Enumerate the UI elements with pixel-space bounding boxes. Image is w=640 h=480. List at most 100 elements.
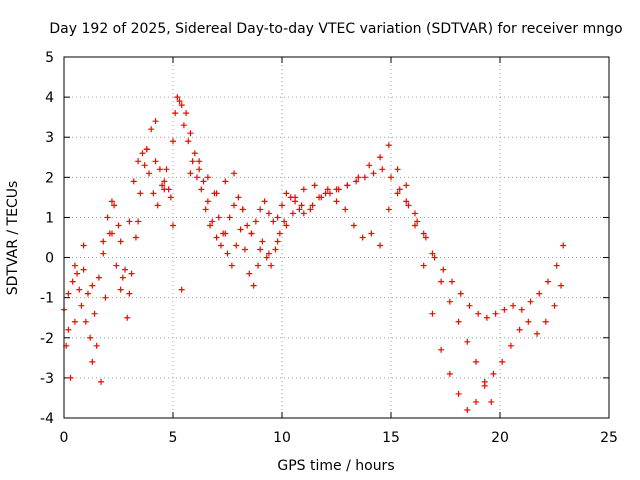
data-point bbox=[104, 214, 111, 221]
data-point bbox=[213, 234, 220, 241]
data-point bbox=[106, 230, 113, 237]
data-point bbox=[276, 230, 283, 237]
data-point bbox=[411, 222, 418, 229]
data-point bbox=[252, 218, 259, 225]
data-point bbox=[193, 174, 200, 181]
data-point bbox=[553, 262, 560, 269]
data-point bbox=[558, 282, 565, 289]
data-point bbox=[394, 190, 401, 197]
data-point bbox=[189, 158, 196, 165]
data-point bbox=[281, 218, 288, 225]
data-point bbox=[501, 306, 508, 313]
data-point bbox=[355, 174, 362, 181]
data-point bbox=[481, 378, 488, 385]
data-point bbox=[143, 146, 150, 153]
data-point bbox=[191, 150, 198, 157]
data-point bbox=[237, 226, 244, 233]
data-point bbox=[74, 270, 81, 277]
data-point bbox=[215, 214, 222, 221]
x-tick-label: 25 bbox=[600, 430, 618, 446]
data-point bbox=[274, 214, 281, 221]
series-trace-b bbox=[63, 98, 565, 413]
data-point bbox=[394, 166, 401, 173]
data-point bbox=[420, 230, 427, 237]
data-point bbox=[388, 174, 394, 181]
data-point bbox=[534, 330, 541, 337]
data-point bbox=[366, 162, 373, 169]
data-point bbox=[224, 250, 231, 257]
data-point bbox=[100, 250, 107, 257]
data-point bbox=[464, 338, 471, 345]
data-point bbox=[307, 206, 314, 213]
data-point bbox=[370, 170, 377, 177]
data-point bbox=[250, 282, 257, 289]
data-point bbox=[359, 234, 366, 241]
data-point bbox=[449, 278, 456, 285]
data-point bbox=[84, 290, 91, 297]
data-point bbox=[405, 202, 412, 209]
data-point bbox=[344, 182, 351, 189]
data-point bbox=[440, 266, 447, 273]
y-tick-label: 2 bbox=[45, 170, 54, 186]
data-point bbox=[438, 346, 445, 353]
data-point bbox=[135, 218, 142, 225]
data-point bbox=[187, 170, 194, 177]
data-point bbox=[196, 158, 203, 165]
data-point bbox=[342, 206, 349, 213]
chart-title: Day 192 of 2025, Sidereal Day-to-day VTE… bbox=[49, 21, 622, 37]
data-point bbox=[69, 278, 76, 285]
data-point bbox=[187, 130, 194, 137]
data-point bbox=[257, 206, 264, 213]
data-point bbox=[510, 302, 517, 309]
data-point bbox=[154, 202, 161, 209]
x-tick-label: 10 bbox=[273, 430, 291, 446]
data-point bbox=[80, 242, 87, 249]
data-point bbox=[82, 318, 89, 325]
data-point bbox=[544, 278, 551, 285]
x-axis-label: GPS time / hours bbox=[277, 458, 394, 474]
data-point bbox=[411, 210, 418, 217]
data-point bbox=[333, 198, 340, 205]
data-point bbox=[130, 178, 137, 185]
data-point bbox=[492, 310, 499, 317]
data-point bbox=[353, 178, 360, 185]
data-point bbox=[488, 398, 495, 405]
data-point bbox=[457, 290, 464, 297]
data-point bbox=[89, 282, 96, 289]
data-point bbox=[228, 262, 235, 269]
y-tick-label: -3 bbox=[40, 371, 54, 387]
data-point bbox=[233, 242, 240, 249]
data-point bbox=[377, 154, 384, 161]
data-point bbox=[87, 334, 94, 341]
data-point bbox=[422, 234, 429, 241]
data-point bbox=[446, 298, 453, 305]
y-tick-label: 5 bbox=[45, 50, 54, 66]
data-point bbox=[361, 174, 368, 181]
data-point bbox=[283, 222, 290, 229]
data-point bbox=[222, 178, 229, 185]
data-point bbox=[65, 326, 72, 333]
data-point bbox=[178, 286, 185, 293]
data-point bbox=[209, 218, 216, 225]
data-point bbox=[117, 238, 124, 245]
data-point bbox=[117, 286, 124, 293]
data-point bbox=[272, 246, 279, 253]
data-point bbox=[146, 170, 153, 177]
data-point bbox=[204, 174, 211, 181]
data-point bbox=[309, 202, 316, 209]
data-point bbox=[231, 170, 238, 177]
data-point bbox=[283, 190, 290, 197]
data-point bbox=[244, 222, 251, 229]
data-point bbox=[159, 182, 166, 189]
data-point bbox=[132, 234, 139, 241]
x-tick-label: 5 bbox=[169, 430, 178, 446]
series-trace-a bbox=[61, 94, 567, 341]
data-point bbox=[226, 214, 233, 221]
y-axis-label: SDTVAR / TECUs bbox=[5, 181, 21, 296]
data-point bbox=[65, 290, 72, 297]
data-point bbox=[551, 302, 558, 309]
data-point bbox=[139, 150, 146, 157]
data-point bbox=[217, 242, 224, 249]
data-point bbox=[152, 118, 159, 125]
